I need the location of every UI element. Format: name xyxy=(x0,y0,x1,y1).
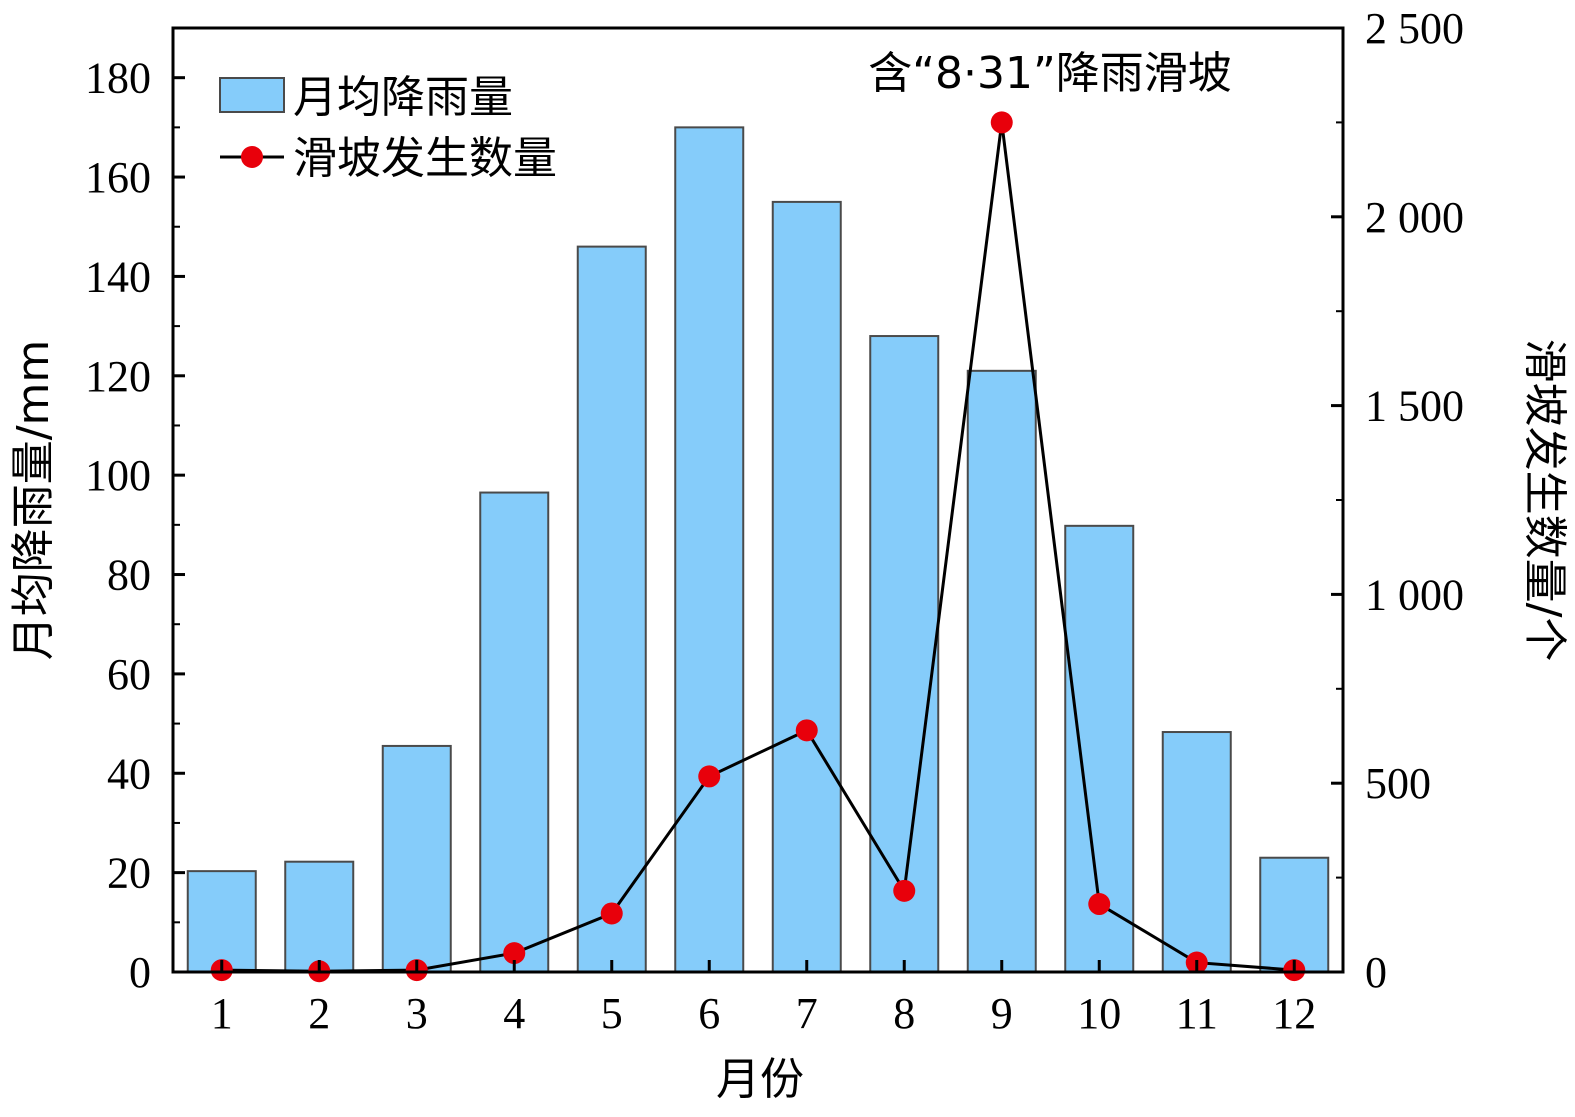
bar-12 xyxy=(1259,856,1330,973)
legend: 月均降雨量 滑坡发生数量 xyxy=(219,72,557,184)
left-tick-label: 40 xyxy=(107,749,151,798)
bar-7 xyxy=(771,200,842,974)
left-tick-label: 180 xyxy=(85,54,151,103)
landslide-point-5 xyxy=(600,902,623,925)
x-tick-label: 10 xyxy=(1077,989,1121,1038)
landslide-line xyxy=(221,122,1295,973)
right-tick-label: 2 500 xyxy=(1365,4,1464,53)
bar-9 xyxy=(966,369,1037,973)
bar-5 xyxy=(576,245,647,973)
right-tick-label: 1 000 xyxy=(1365,570,1464,619)
left-tick-label: 160 xyxy=(85,153,151,202)
peak-annotation: 含“8·31”降雨滑坡 xyxy=(868,48,1232,99)
x-tick-label: 12 xyxy=(1272,989,1316,1038)
x-tick-label: 5 xyxy=(601,989,623,1038)
right-tick-label: 500 xyxy=(1365,759,1431,808)
x-tick-label: 8 xyxy=(893,989,915,1038)
bar-6 xyxy=(674,126,745,974)
left-tick-label: 120 xyxy=(85,352,151,401)
x-axis-title: 月份 xyxy=(716,1054,804,1105)
right-tick-label: 2 000 xyxy=(1365,193,1464,242)
bar-series-rainfall xyxy=(186,126,1330,974)
landslide-point-7 xyxy=(795,719,818,742)
left-tick-label: 140 xyxy=(85,252,151,301)
line-series-landslides xyxy=(210,111,1306,983)
x-tick-label: 2 xyxy=(308,989,330,1038)
x-tick-label: 3 xyxy=(406,989,428,1038)
legend-label-landslides: 滑坡发生数量 xyxy=(293,133,557,184)
right-tick-label: 1 500 xyxy=(1365,382,1464,431)
x-tick-label: 1 xyxy=(211,989,233,1038)
x-tick-label: 7 xyxy=(796,989,818,1038)
bar-1 xyxy=(186,870,257,973)
x-tick-label: 9 xyxy=(991,989,1013,1038)
right-tick-label: 0 xyxy=(1365,948,1387,997)
left-tick-label: 60 xyxy=(107,650,151,699)
x-tick-label: 11 xyxy=(1176,989,1218,1038)
right-axis-ticks: 0 500 1 000 1 500 2 000 2 500 xyxy=(1331,4,1464,997)
left-tick-label: 80 xyxy=(107,551,151,600)
left-axis-title: 月均降雨量/mm xyxy=(8,340,59,661)
left-tick-label: 20 xyxy=(107,849,151,898)
bar-11 xyxy=(1161,731,1232,973)
legend-label-rainfall: 月均降雨量 xyxy=(293,72,513,123)
right-axis-title: 滑坡发生数量/个 xyxy=(1519,339,1570,662)
x-tick-label: 6 xyxy=(698,989,720,1038)
x-axis-ticks: 1 2 3 4 5 6 7 8 9 10 11 12 xyxy=(211,960,1316,1038)
left-tick-label: 0 xyxy=(129,948,151,997)
landslide-point-4 xyxy=(503,942,526,965)
landslide-point-9 xyxy=(990,111,1013,134)
left-axis-ticks: 0 20 40 60 80 100 120 140 160 180 xyxy=(85,54,185,997)
bar-4 xyxy=(479,491,550,973)
bar-2 xyxy=(284,860,355,973)
left-tick-label: 100 xyxy=(85,451,151,500)
x-tick-label: 4 xyxy=(503,989,525,1038)
bar-3 xyxy=(381,744,452,973)
landslide-point-8 xyxy=(893,879,916,902)
bar-8 xyxy=(869,335,940,973)
legend-swatch-bar xyxy=(219,77,285,113)
landslide-point-6 xyxy=(698,765,721,788)
legend-swatch-marker xyxy=(241,146,263,168)
landslide-point-10 xyxy=(1088,893,1111,916)
